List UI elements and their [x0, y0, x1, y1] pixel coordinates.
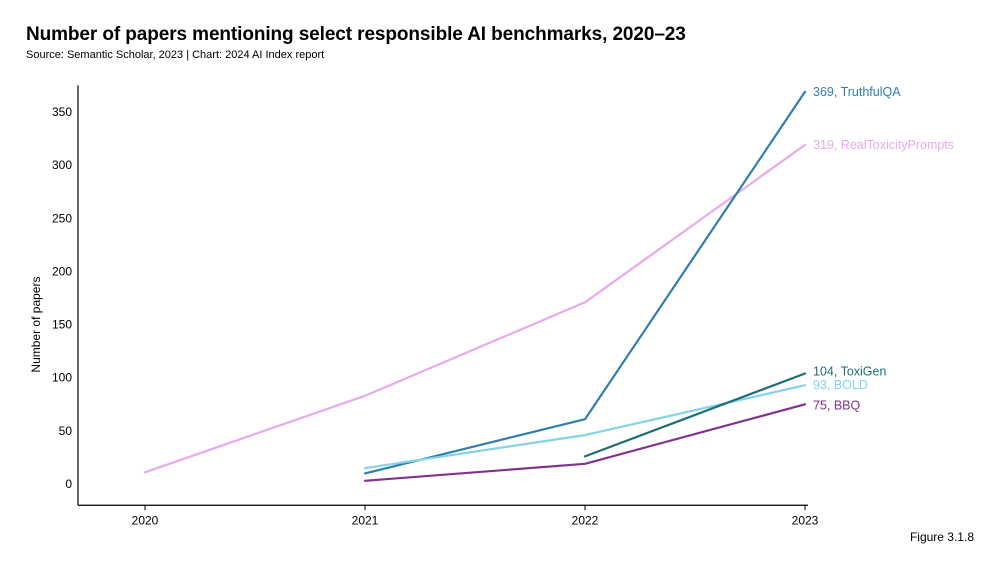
y-axis-ticks: 0 50 100 150 200 250 300 350 — [52, 105, 72, 491]
series-group — [143, 90, 807, 482]
series-line-toxigen — [583, 372, 807, 458]
x-tick-label: 2020 — [132, 513, 159, 527]
y-tick-label: 200 — [52, 264, 72, 278]
y-tick-label: 150 — [52, 318, 72, 332]
series-end-label-realtoxicityprompts: 319, RealToxicityPrompts — [813, 138, 954, 152]
y-tick-label: 50 — [59, 424, 73, 438]
series-end-label-bold: 93, BOLD — [813, 378, 868, 392]
x-tick-label: 2021 — [352, 513, 379, 527]
series-end-label-toxigen: 104, ToxiGen — [813, 364, 886, 378]
series-line-realtoxicityprompts — [143, 143, 807, 474]
y-tick-label: 350 — [52, 105, 72, 119]
figure-number: Figure 3.1.8 — [909, 530, 974, 544]
y-tick-label: 100 — [52, 371, 72, 385]
series-labels: 319, RealToxicityPrompts 369, TruthfulQA 9… — [813, 85, 954, 412]
y-tick-label: 0 — [65, 477, 72, 491]
x-tick-label: 2022 — [572, 513, 599, 527]
y-tick-label: 250 — [52, 211, 72, 225]
series-line-truthfulqa — [363, 90, 807, 475]
y-tick-label: 300 — [52, 158, 72, 172]
series-end-label-truthfulqa: 369, TruthfulQA — [813, 85, 901, 99]
chart-title: Number of papers mentioning select respo… — [26, 24, 686, 45]
x-tick-label: 2023 — [792, 513, 819, 527]
x-axis-ticks: 2020 2021 2022 2023 — [132, 505, 819, 527]
series-line-bbq — [363, 403, 807, 482]
y-axis-label: Number of papers — [29, 277, 43, 373]
chart-subtitle: Source: Semantic Scholar, 2023 | Chart: … — [26, 49, 325, 61]
series-end-label-bbq: 75, BBQ — [813, 398, 861, 412]
